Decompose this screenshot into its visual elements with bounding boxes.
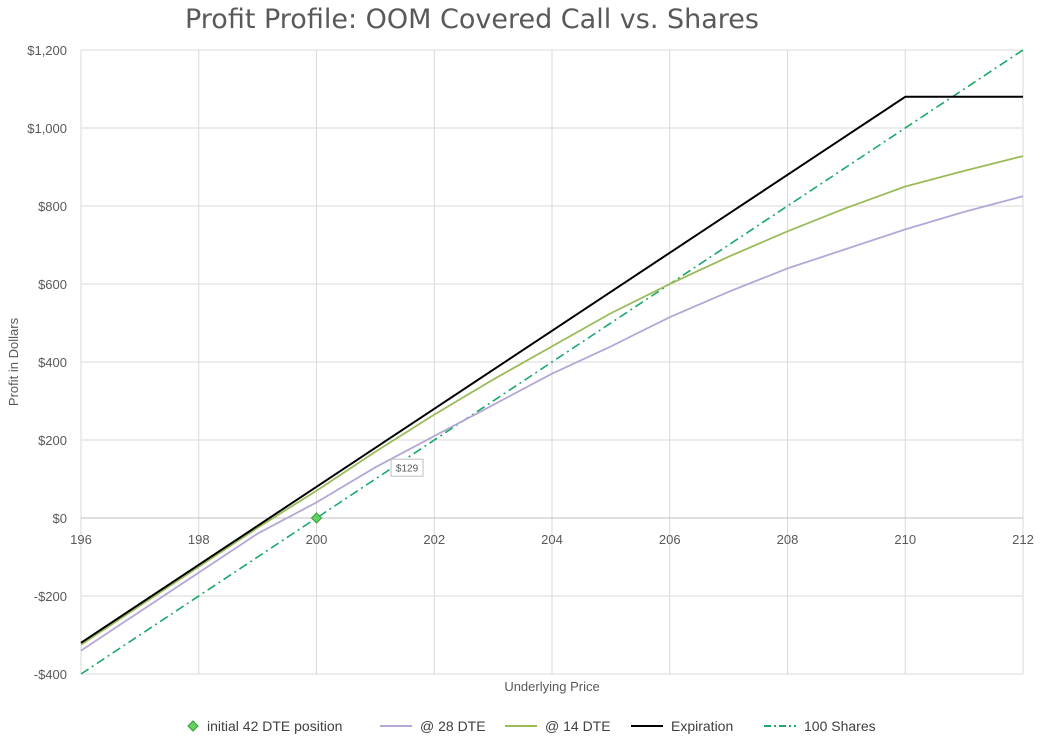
x-tick-label: 212 — [1012, 532, 1034, 547]
legend-swatch — [380, 725, 412, 727]
series-line--28-dte — [80, 195, 1024, 652]
chart-title: Profit Profile: OOM Covered Call vs. Sha… — [184, 4, 759, 35]
legend: initial 42 DTE position @ 28 DTE @ 14 DTE E… — [0, 716, 1041, 736]
legend-label: initial 42 DTE position — [207, 718, 343, 734]
legend-item: @ 14 DTE — [505, 716, 611, 736]
series-layer — [80, 49, 1024, 675]
x-tick-label: 208 — [777, 532, 799, 547]
y-tick-label: $1,200 — [27, 43, 67, 58]
axis-layer: 196 198 200 202 204 206 208 210 212 -$400 -$200 $0 $… — [27, 43, 1034, 682]
y-tick-label: -$400 — [34, 667, 67, 682]
annotation-box — [390, 458, 424, 477]
legend-item: 100 Shares — [764, 716, 876, 736]
y-tick-label: $600 — [38, 277, 67, 292]
y-axis-title: Profit in Dollars — [6, 317, 21, 406]
legend-item: initial 42 DTE position — [187, 716, 342, 736]
y-tick-label: $400 — [38, 355, 67, 370]
legend-item: @ 28 DTE — [380, 716, 486, 736]
x-tick-label: 200 — [306, 532, 328, 547]
annotation-label: $129 — [396, 464, 419, 475]
y-tick-label: $200 — [38, 433, 67, 448]
data-point-marker — [310, 512, 323, 524]
x-tick-label: 204 — [541, 532, 563, 547]
legend-swatch — [631, 725, 663, 727]
x-tick-label: 196 — [70, 532, 92, 547]
legend-label: @ 28 DTE — [420, 718, 486, 734]
series-line-expiration — [80, 95, 1023, 644]
legend-label: Expiration — [671, 718, 734, 734]
legend-swatch — [505, 725, 537, 727]
legend-label: 100 Shares — [804, 718, 876, 734]
x-tick-label: 202 — [423, 532, 445, 547]
series-line-100-shares — [80, 49, 1024, 675]
legend-swatch — [764, 725, 796, 727]
legend-swatch — [187, 720, 199, 732]
x-tick-label: 210 — [894, 532, 916, 547]
y-tick-label: $800 — [38, 199, 67, 214]
y-tick-label: $1,000 — [27, 121, 67, 136]
annotation-layer: $129 — [390, 458, 424, 477]
y-tick-label: $0 — [53, 511, 67, 526]
x-tick-label: 198 — [188, 532, 210, 547]
y-tick-label: -$200 — [34, 589, 67, 604]
legend-item: Expiration — [631, 716, 733, 736]
legend-label: @ 14 DTE — [545, 718, 611, 734]
x-axis-title: Underlying Price — [504, 679, 599, 694]
series-line--14-dte — [80, 155, 1024, 646]
x-tick-label: 206 — [659, 532, 681, 547]
